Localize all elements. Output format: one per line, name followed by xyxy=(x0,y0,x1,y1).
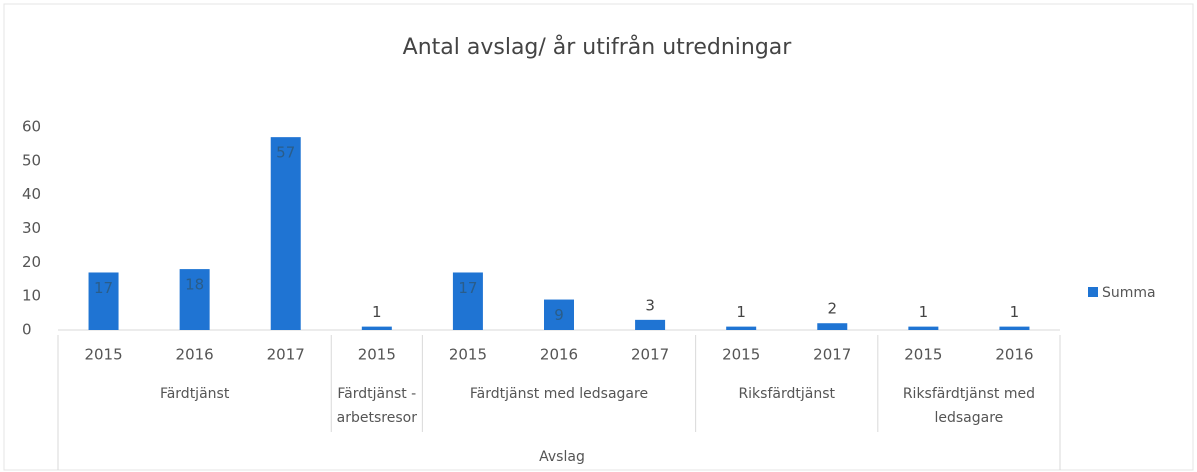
x-tick-label: 2015 xyxy=(358,346,396,364)
bar xyxy=(635,319,666,330)
bar xyxy=(270,137,301,330)
x-axis-title: Avslag xyxy=(539,449,585,465)
bar xyxy=(179,269,210,330)
x-tick-label: 2015 xyxy=(722,346,760,364)
group-label: Färdtjänst med ledsagare xyxy=(469,386,649,402)
x-tick-label: 2015 xyxy=(84,346,122,364)
data-label: 2 xyxy=(827,300,837,318)
data-label: 17 xyxy=(458,279,477,297)
group-label: Riksfärdtjänst med ledsagare xyxy=(902,386,1035,426)
chart-title: Antal avslag/ år utifrån utredningar xyxy=(403,34,793,60)
bar xyxy=(726,326,757,330)
bar xyxy=(452,272,483,330)
data-label: 17 xyxy=(94,279,113,297)
bar xyxy=(817,323,848,330)
bar xyxy=(88,272,119,330)
data-label: 9 xyxy=(554,306,564,324)
x-tick-label: 2016 xyxy=(540,346,578,364)
y-tick-label: 0 xyxy=(22,321,32,339)
legend-label: Summa xyxy=(1102,285,1156,301)
group-label: Färdtjänst xyxy=(159,386,230,402)
chart-border xyxy=(3,3,1194,471)
data-label: 57 xyxy=(276,144,295,162)
data-label: 1 xyxy=(919,303,929,321)
x-tick-label: 2016 xyxy=(176,346,214,364)
data-label: 1 xyxy=(736,303,746,321)
data-label: 1 xyxy=(372,303,382,321)
y-tick-label: 40 xyxy=(22,185,41,203)
data-label: 1 xyxy=(1010,303,1020,321)
x-tick-label: 2017 xyxy=(267,346,305,364)
bar xyxy=(999,326,1030,330)
y-tick-label: 20 xyxy=(22,253,41,271)
x-tick-label: 2017 xyxy=(631,346,669,364)
bar xyxy=(361,326,392,330)
group-label: Färdtjänst - arbetsresor xyxy=(336,386,417,426)
y-tick-label: 10 xyxy=(22,287,41,305)
x-tick-label: 2015 xyxy=(904,346,942,364)
x-tick-label: 2016 xyxy=(995,346,1033,364)
x-tick-label: 2017 xyxy=(813,346,851,364)
data-label: 18 xyxy=(185,276,204,294)
bar xyxy=(544,299,574,330)
y-tick-label: 30 xyxy=(22,219,41,237)
data-label: 3 xyxy=(645,296,655,314)
y-tick-label: 50 xyxy=(22,151,41,169)
group-label: Riksfärdtjänst xyxy=(738,386,835,402)
x-tick-label: 2015 xyxy=(449,346,487,364)
y-tick-label: 60 xyxy=(22,118,41,136)
legend-swatch xyxy=(1088,287,1098,297)
bar xyxy=(908,326,939,330)
